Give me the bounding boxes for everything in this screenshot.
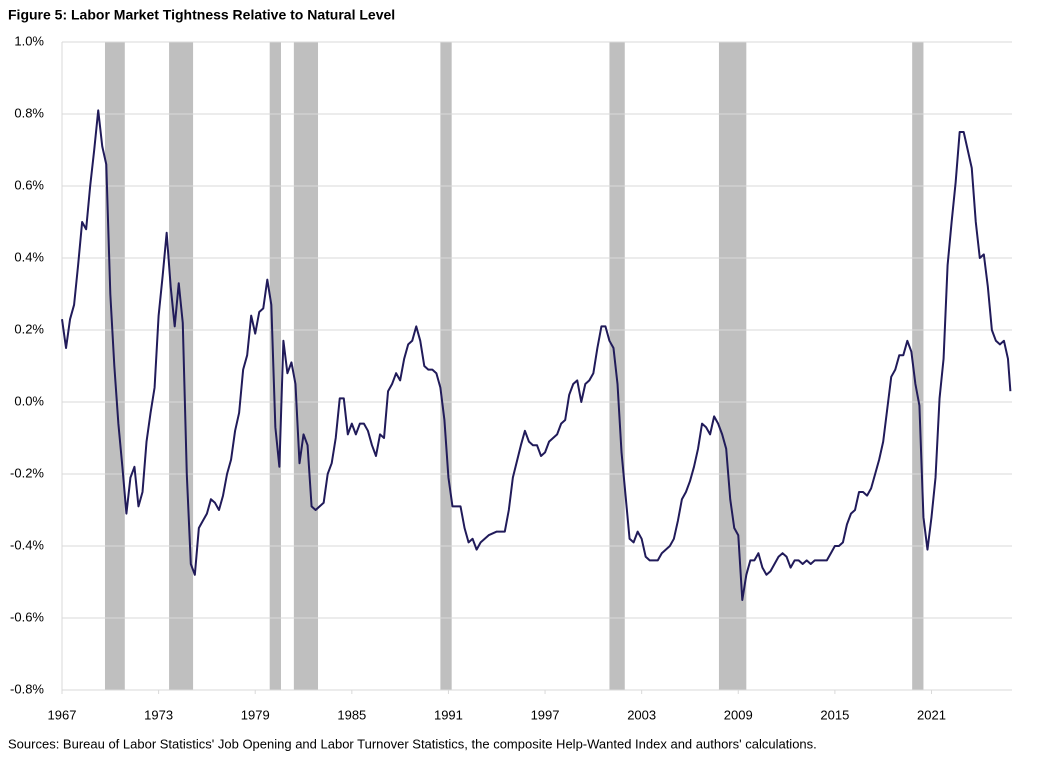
x-tick-label: 1967 — [48, 707, 77, 722]
y-tick-label: 0.8% — [14, 105, 44, 120]
y-tick-label: 1.0% — [14, 33, 44, 48]
data-line — [61, 109, 1012, 601]
x-tick-label: 1991 — [434, 707, 463, 722]
y-tick-label: 0.0% — [14, 393, 44, 408]
y-tick-label: 0.4% — [14, 249, 44, 264]
recession-band — [269, 42, 281, 690]
source-note: Sources: Bureau of Labor Statistics' Job… — [8, 736, 817, 751]
y-tick-label: -0.2% — [10, 465, 44, 480]
x-tick-label: 2021 — [917, 707, 946, 722]
y-tick-label: -0.6% — [10, 609, 44, 624]
y-tick-label: 0.6% — [14, 177, 44, 192]
x-tick-label: 2009 — [724, 707, 753, 722]
recession-band — [293, 42, 319, 690]
y-tick-label: -0.4% — [10, 537, 44, 552]
x-tick-label: 1979 — [241, 707, 270, 722]
recession-band — [912, 42, 924, 690]
x-tick-label: 1997 — [531, 707, 560, 722]
chart-title: Figure 5: Labor Market Tightness Relativ… — [8, 7, 395, 23]
recession-band — [440, 42, 452, 690]
x-tick-label: 1973 — [144, 707, 173, 722]
x-tick-label: 1985 — [337, 707, 366, 722]
recession-band — [609, 42, 625, 690]
y-tick-label: 0.2% — [14, 321, 44, 336]
recession-band — [169, 42, 194, 690]
y-tick-label: -0.8% — [10, 681, 44, 696]
x-tick-label: 2015 — [820, 707, 849, 722]
x-tick-label: 2003 — [627, 707, 656, 722]
